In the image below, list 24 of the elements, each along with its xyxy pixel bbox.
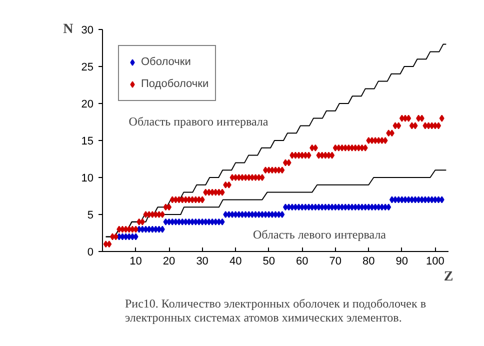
x-tick-label: 90 <box>396 256 408 268</box>
legend-label: Оболочки <box>141 56 191 68</box>
annotation: Область левого интервала <box>252 228 387 242</box>
text: Рис10. Количество электронных оболочек и подоболочек в электронных системах атомов химических элементов. <box>124 296 426 324</box>
annotation: Область правого интервала <box>128 114 269 128</box>
x-tick-label: 50 <box>262 256 275 268</box>
x-axis-title: Z <box>444 270 454 284</box>
x-tick-label: 10 <box>130 256 142 268</box>
x-tick-label: 40 <box>229 256 242 268</box>
x-tick-label: 30 <box>196 256 208 268</box>
x-tick-label: 60 <box>296 256 308 268</box>
y-axis-title: N <box>63 22 74 37</box>
y-tick-label: 25 <box>81 62 94 74</box>
y-tick-label: 15 <box>81 136 94 148</box>
x-tick-label: 70 <box>329 256 342 268</box>
y-tick-label: 20 <box>81 98 94 110</box>
x-tick-label: 100 <box>426 256 444 268</box>
y-tick-label: 30 <box>81 24 94 36</box>
y-tick-label: 10 <box>81 172 94 184</box>
x-tick-label: 20 <box>162 256 176 268</box>
y-tick-label: 0 <box>87 246 94 258</box>
x-tick-label: 80 <box>362 256 375 268</box>
legend-label: Подоболочки <box>141 78 209 90</box>
y-tick-label: 5 <box>87 210 94 222</box>
